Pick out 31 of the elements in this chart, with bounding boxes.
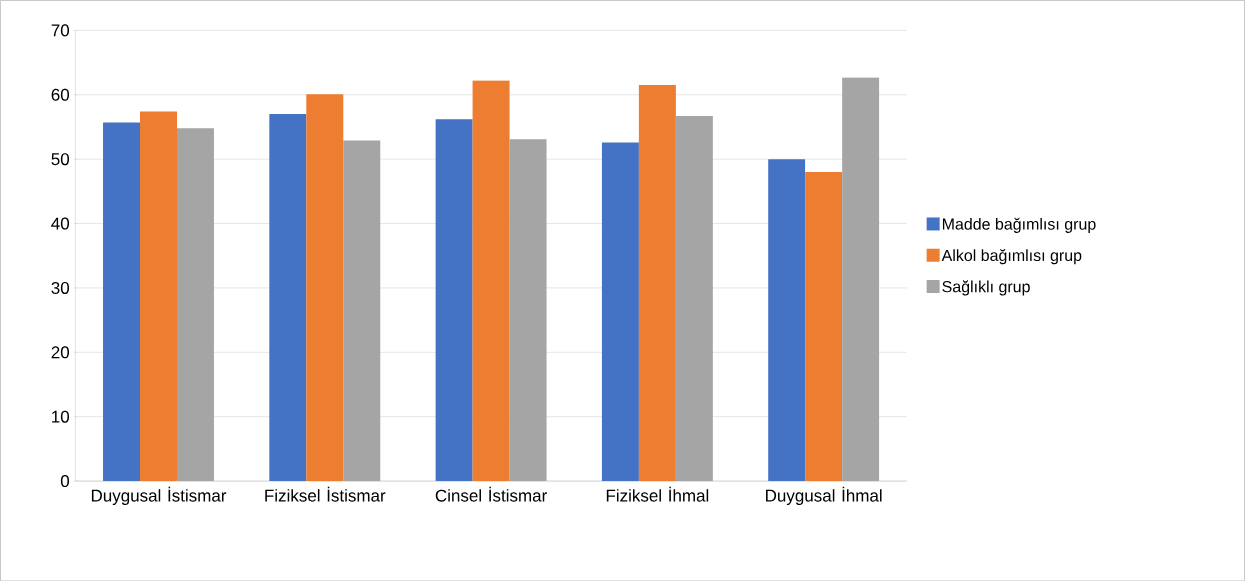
bar [306, 93, 344, 481]
bar [176, 128, 214, 481]
bar [435, 119, 473, 481]
bar [472, 80, 510, 481]
y-tick-label: 0 [60, 474, 70, 487]
y-tick-label: 60 [51, 88, 70, 101]
x-tick-label: Fiziksel İstismar [265, 486, 386, 502]
bar [601, 142, 639, 481]
bar [805, 171, 843, 481]
y-tick-label: 70 [51, 24, 70, 37]
bar [103, 122, 141, 481]
bar [768, 158, 806, 481]
x-tick-label: Duygusal İhmal [766, 486, 882, 505]
y-tick-label: 40 [51, 217, 70, 230]
y-tick-label: 20 [51, 346, 70, 359]
x-tick-label: Fiziksel İhmal [606, 486, 709, 502]
y-tick-label: 30 [51, 281, 70, 294]
bar [842, 77, 880, 481]
legend-label: Madde bağımlısı grup [942, 217, 1096, 233]
y-tick-label: 50 [51, 152, 70, 165]
y-tick-label: 10 [52, 410, 70, 423]
x-tick-label: Cinsel İstismar [435, 486, 547, 502]
bar [509, 139, 547, 481]
bar [140, 111, 177, 481]
x-tick-label: Duygusal İstismar [91, 486, 227, 505]
bar [638, 84, 676, 481]
bar [269, 113, 307, 481]
legend-label: Alkol bağımlısı grup [941, 248, 1082, 264]
legend-label: Sağlıklı grup [942, 280, 1030, 296]
bar [675, 115, 713, 481]
bar [343, 140, 381, 481]
